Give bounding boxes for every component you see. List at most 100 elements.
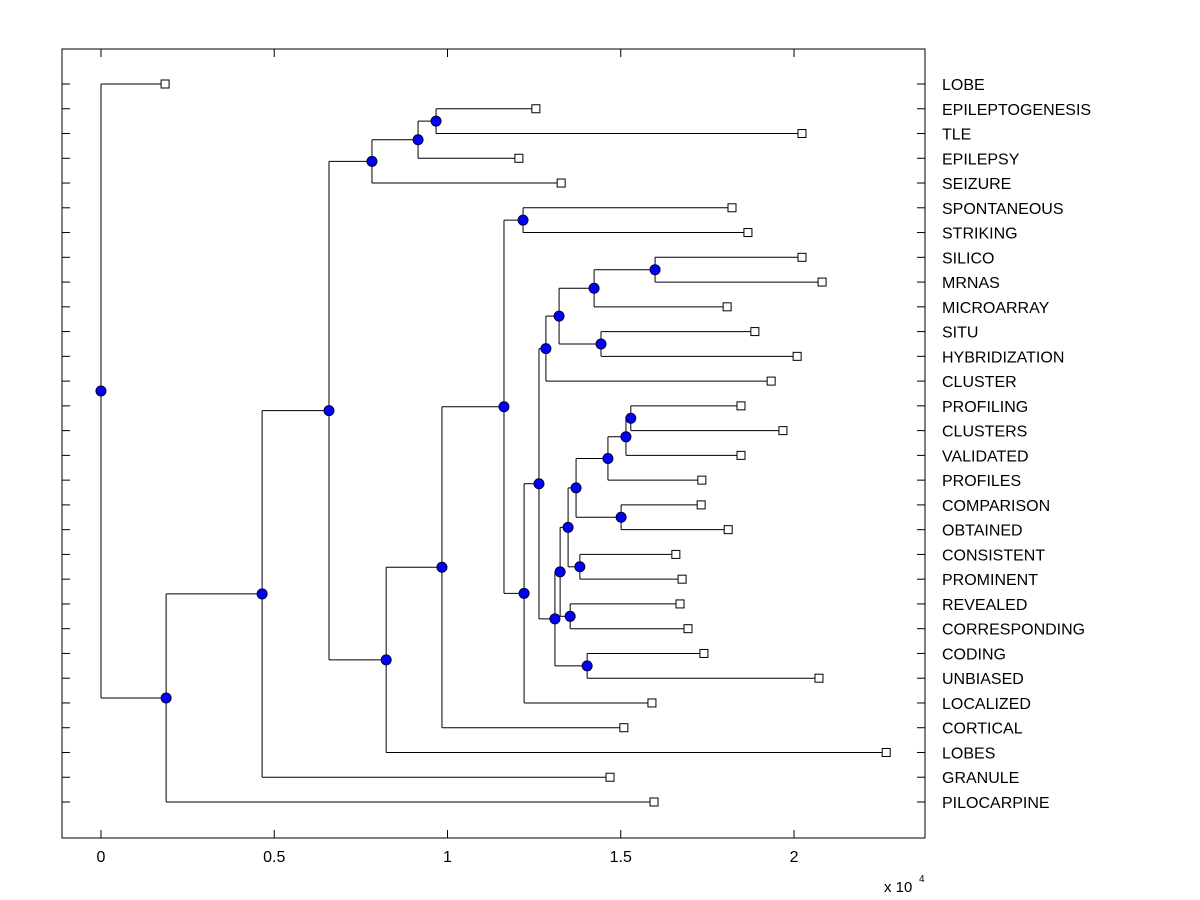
leaf-marker [697, 475, 707, 485]
node-marker [430, 115, 442, 127]
leaf-label: CORTICAL [942, 721, 1023, 738]
x-tick-label: 1.5 [610, 849, 632, 866]
node-marker [554, 566, 566, 578]
leaf-label: GRANULE [942, 770, 1019, 787]
node-marker [518, 587, 530, 599]
node-marker [553, 310, 565, 322]
leaf-label: PILOCARPINE [942, 795, 1050, 812]
leaf-marker [736, 450, 746, 460]
leaf-marker [817, 277, 827, 287]
leaf-marker [514, 153, 524, 163]
node-marker [649, 264, 661, 276]
leaf-label: MRNAS [942, 275, 1000, 292]
node-marker [256, 588, 268, 600]
leaf-label: EPILEPTOGENESIS [942, 102, 1091, 119]
node-marker [562, 521, 574, 533]
node-marker [436, 561, 448, 573]
leaf-marker [677, 574, 687, 584]
leaf-marker [671, 549, 681, 559]
x-tick-label: 1 [443, 849, 452, 866]
leaf-marker [696, 500, 706, 510]
leaf-marker [766, 376, 776, 386]
leaf-marker [647, 698, 657, 708]
node-marker [540, 343, 552, 355]
leaf-marker [727, 203, 737, 213]
leaf-marker [675, 599, 685, 609]
node-marker [595, 338, 607, 350]
node-marker [564, 610, 576, 622]
leaf-label: PROMINENT [942, 572, 1038, 589]
x-axis-ticks [100, 49, 795, 838]
leaf-label: LOCALIZED [942, 696, 1031, 713]
leaf-marker [797, 252, 807, 262]
node-marker [581, 660, 593, 672]
leaf-label: STRIKING [942, 226, 1018, 243]
plot-area [62, 49, 925, 838]
node-marker [615, 511, 627, 523]
node-marker [533, 478, 545, 490]
leaf-marker [778, 426, 788, 436]
leaf-label: CORRESPONDING [942, 622, 1085, 639]
leaf-label: CLUSTER [942, 374, 1017, 391]
leaf-marker [750, 327, 760, 337]
leaf-label: PROFILES [942, 473, 1021, 490]
plot-frame [61, 48, 926, 839]
leaf-label: COMPARISON [942, 498, 1050, 515]
leaf-marker [881, 747, 891, 757]
y-axis-ticks [62, 83, 925, 803]
leaf-label: MICROARRAY [942, 300, 1050, 317]
node-marker [95, 385, 107, 397]
node-marker [620, 431, 632, 443]
leaf-label: CONSISTENT [942, 547, 1045, 564]
leaf-label: VALIDATED [942, 448, 1029, 465]
node-marker [160, 692, 172, 704]
leaf-labels: LOBE EPILEPTOGENESIS TLE EPILEPSY SEIZURE SPO… [942, 77, 1091, 812]
leaf-marker [722, 302, 732, 312]
leaf-marker [531, 104, 541, 114]
x-exponent-power: 4 [919, 874, 925, 885]
leaf-marker [605, 772, 615, 782]
leaf-label: OBTAINED [942, 523, 1023, 540]
leaf-marker [699, 648, 709, 658]
leaf-label: SPONTANEOUS [942, 201, 1064, 218]
node-marker [625, 412, 637, 424]
leaf-label: SEIZURE [942, 176, 1011, 193]
leaf-marker [723, 525, 733, 535]
node-marker [570, 482, 582, 494]
leaf-label: PROFILING [942, 399, 1028, 416]
leaf-marker [792, 351, 802, 361]
leaf-marker [160, 79, 170, 89]
leaf-label: CODING [942, 646, 1006, 663]
leaf-marker [619, 723, 629, 733]
leaf-label: EPILEPSY [942, 151, 1020, 168]
node-marker [588, 282, 600, 294]
node-marker [498, 401, 510, 413]
x-tick-label: 0.5 [263, 849, 285, 866]
leaf-markers [160, 79, 891, 807]
leaf-label: LOBE [942, 77, 985, 94]
leaf-label: SILICO [942, 250, 994, 267]
node-markers [95, 115, 661, 704]
node-marker [549, 613, 561, 625]
leaf-label: SITU [942, 325, 978, 342]
node-marker [412, 134, 424, 146]
leaf-label: UNBIASED [942, 671, 1024, 688]
node-marker [380, 654, 392, 666]
leaf-label: REVEALED [942, 597, 1027, 614]
leaf-marker [736, 401, 746, 411]
leaf-marker [649, 797, 659, 807]
node-marker [602, 452, 614, 464]
x-exponent-label: x 10 [884, 879, 912, 896]
leaf-marker [683, 624, 693, 634]
leaf-label: CLUSTERS [942, 424, 1027, 441]
leaf-marker [556, 178, 566, 188]
x-tick-labels: 0 0.5 1 1.5 2 [97, 849, 799, 866]
leaf-label: TLE [942, 127, 971, 144]
node-marker [323, 405, 335, 417]
leaf-marker [814, 673, 824, 683]
x-tick-label: 2 [790, 849, 799, 866]
node-marker [366, 155, 378, 167]
node-marker [574, 561, 586, 573]
leaf-label: LOBES [942, 745, 995, 762]
